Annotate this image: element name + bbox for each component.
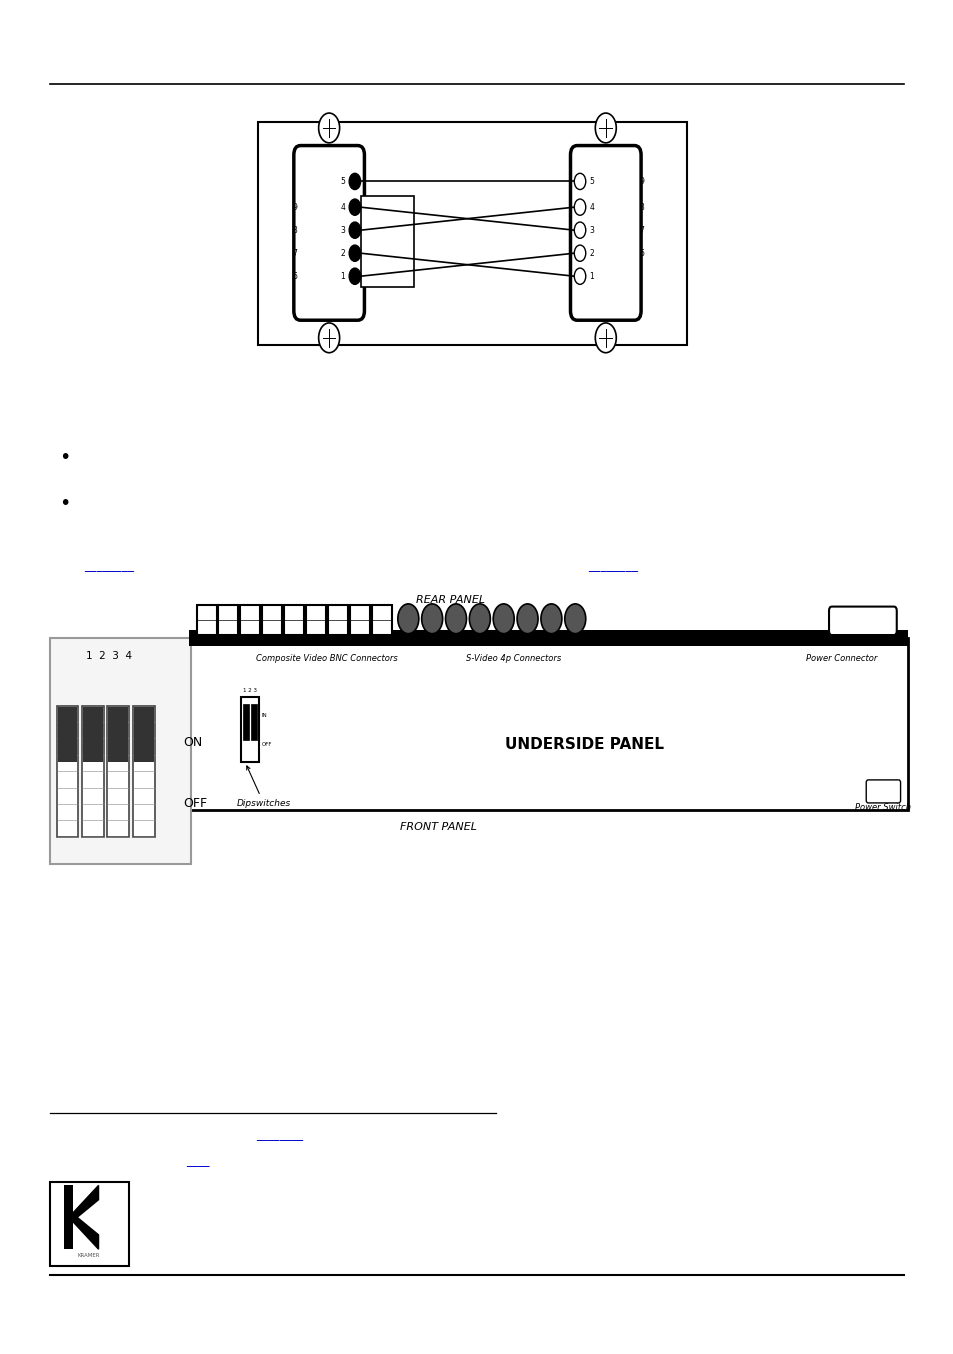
Circle shape bbox=[517, 604, 537, 634]
Text: ON: ON bbox=[183, 735, 202, 749]
Bar bbox=[240, 605, 260, 635]
Text: UNDERSIDE PANEL: UNDERSIDE PANEL bbox=[504, 737, 663, 751]
Text: 3: 3 bbox=[589, 226, 594, 234]
Bar bbox=[189, 638, 907, 810]
Bar bbox=[257, 122, 686, 345]
Circle shape bbox=[349, 268, 360, 284]
FancyBboxPatch shape bbox=[294, 146, 364, 320]
Text: S-Video 4p Connectors: S-Video 4p Connectors bbox=[465, 654, 560, 663]
Text: ________: ________ bbox=[84, 559, 133, 573]
Bar bbox=[284, 605, 304, 635]
Bar bbox=[132, 705, 154, 837]
Polygon shape bbox=[73, 1185, 98, 1220]
Text: 4: 4 bbox=[589, 203, 594, 211]
Bar bbox=[57, 707, 77, 762]
Text: 4: 4 bbox=[340, 203, 345, 211]
Text: 6: 6 bbox=[293, 272, 297, 280]
Bar bbox=[133, 707, 153, 762]
Circle shape bbox=[574, 245, 585, 261]
Text: ____: ____ bbox=[186, 1154, 210, 1167]
Text: 7: 7 bbox=[639, 226, 643, 234]
FancyBboxPatch shape bbox=[865, 780, 900, 803]
Bar bbox=[350, 605, 370, 635]
Text: REAR PANEL: REAR PANEL bbox=[416, 596, 484, 605]
FancyBboxPatch shape bbox=[570, 146, 640, 320]
Text: •: • bbox=[59, 494, 71, 513]
Circle shape bbox=[564, 604, 585, 634]
Bar bbox=[108, 705, 129, 837]
Circle shape bbox=[349, 199, 360, 215]
Circle shape bbox=[318, 324, 339, 353]
Text: 2: 2 bbox=[589, 249, 594, 257]
Text: KRAMER: KRAMER bbox=[78, 1254, 100, 1258]
Bar bbox=[64, 1185, 73, 1250]
Bar bbox=[56, 705, 78, 837]
Text: 8: 8 bbox=[639, 203, 643, 211]
Circle shape bbox=[574, 173, 585, 190]
FancyBboxPatch shape bbox=[828, 607, 896, 635]
Circle shape bbox=[445, 604, 466, 634]
Text: 1  2  3  4: 1 2 3 4 bbox=[86, 651, 132, 661]
Circle shape bbox=[574, 199, 585, 215]
Bar bbox=[306, 605, 326, 635]
Text: ________: ________ bbox=[255, 1128, 302, 1141]
Polygon shape bbox=[73, 1215, 98, 1250]
Bar bbox=[50, 638, 191, 864]
Text: 7: 7 bbox=[293, 249, 297, 257]
Text: 1: 1 bbox=[340, 272, 345, 280]
Bar bbox=[243, 704, 249, 739]
Text: FRONT PANEL: FRONT PANEL bbox=[400, 822, 476, 831]
Circle shape bbox=[318, 112, 339, 142]
Bar bbox=[82, 705, 104, 837]
Circle shape bbox=[574, 268, 585, 284]
Text: 5: 5 bbox=[589, 177, 594, 185]
Circle shape bbox=[397, 604, 418, 634]
Bar bbox=[196, 605, 216, 635]
Text: Power Switch: Power Switch bbox=[855, 803, 910, 812]
Text: 3: 3 bbox=[340, 226, 345, 234]
Text: 9: 9 bbox=[639, 177, 643, 185]
Circle shape bbox=[595, 324, 616, 353]
Circle shape bbox=[469, 604, 490, 634]
Text: 6: 6 bbox=[639, 249, 643, 257]
Circle shape bbox=[349, 222, 360, 238]
Circle shape bbox=[493, 604, 514, 634]
Text: OFF: OFF bbox=[261, 742, 272, 746]
Bar bbox=[262, 605, 282, 635]
Bar bbox=[241, 697, 258, 762]
Text: 5: 5 bbox=[340, 177, 345, 185]
Circle shape bbox=[595, 112, 616, 142]
Bar bbox=[189, 630, 907, 646]
Text: 1 2 3: 1 2 3 bbox=[243, 688, 256, 693]
Text: Power Connector: Power Connector bbox=[805, 654, 876, 663]
Bar bbox=[83, 707, 103, 762]
Text: Composite Video BNC Connectors: Composite Video BNC Connectors bbox=[256, 654, 397, 663]
Text: Dipswitches: Dipswitches bbox=[236, 766, 291, 808]
Circle shape bbox=[574, 222, 585, 238]
Text: IN: IN bbox=[261, 714, 267, 718]
Text: ________: ________ bbox=[587, 559, 637, 573]
Bar bbox=[218, 605, 238, 635]
Circle shape bbox=[421, 604, 442, 634]
Bar bbox=[328, 605, 348, 635]
Text: OFF: OFF bbox=[183, 798, 207, 811]
Bar bbox=[251, 704, 256, 739]
Bar bbox=[360, 196, 414, 287]
Text: 9: 9 bbox=[293, 203, 297, 211]
Circle shape bbox=[540, 604, 561, 634]
Circle shape bbox=[349, 173, 360, 190]
Text: 2: 2 bbox=[340, 249, 345, 257]
Bar bbox=[109, 707, 128, 762]
Bar bbox=[50, 1182, 129, 1266]
Text: •: • bbox=[59, 448, 71, 467]
Bar bbox=[372, 605, 392, 635]
Text: 8: 8 bbox=[293, 226, 297, 234]
Text: 1: 1 bbox=[589, 272, 594, 280]
Circle shape bbox=[349, 245, 360, 261]
